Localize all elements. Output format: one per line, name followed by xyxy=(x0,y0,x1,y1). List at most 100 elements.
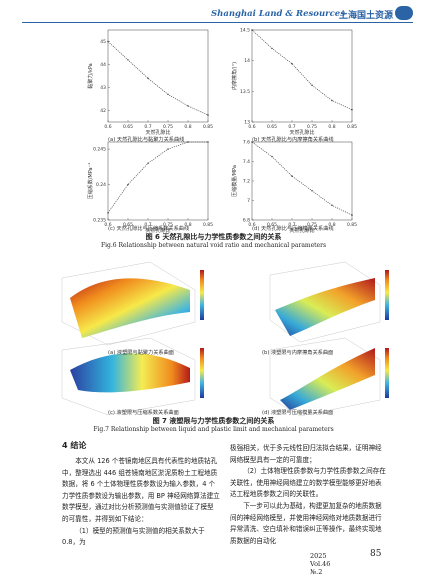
y-tick-label: 14.5 xyxy=(240,28,250,34)
data-point xyxy=(251,141,253,143)
fig7-caption-cn: 图 7 液塑限与力学性质参数之间的关系 xyxy=(152,417,275,425)
issue-info: 2025 Vol.46 №.2 xyxy=(310,552,331,576)
data-point xyxy=(167,93,169,96)
series-line xyxy=(107,141,208,214)
data-point xyxy=(207,141,209,143)
left-column: 本文从 126 个苍镜南地区具有代表性的地质钻孔中，整理选出 446 组苍镜南地… xyxy=(62,456,220,549)
x-tick-label: 0.7 xyxy=(144,124,151,130)
x-axis-label: 天然孔隙比 xyxy=(145,227,170,234)
data-point xyxy=(331,204,333,207)
data-point xyxy=(127,59,129,61)
y-axis-label: 压缩系数/MPa⁻¹ xyxy=(87,163,94,200)
fig6-b-caption: (b) 天然孔隙比与内摩擦角关系曲线 xyxy=(252,137,334,143)
data-point xyxy=(147,77,149,79)
plot-frame xyxy=(251,29,353,123)
x-tick-label: 0.65 xyxy=(123,222,133,228)
data-point xyxy=(251,29,253,31)
data-point xyxy=(187,105,189,107)
x-tick-label: 0.65 xyxy=(267,222,277,228)
x-tick-label: 0.85 xyxy=(203,222,213,228)
right-column: 极强相关，优于多元线性回归法拟合结果，证明神经网络模型具有一定的可靠度； （2）… xyxy=(230,443,388,547)
y-axis-label: 内摩擦角/(°) xyxy=(231,62,238,90)
data-point xyxy=(167,148,169,150)
y-tick-label: 14 xyxy=(244,58,250,64)
journal-logo-icon xyxy=(395,6,413,20)
series-line xyxy=(107,41,209,116)
fig6-chart-0: 0.6 0.65 0.7 0.75 0.8 0.85 42 43 44 45 天然孔隙比 黏聚力/kP… xyxy=(87,29,213,136)
section-title: 4 结论 xyxy=(62,441,87,450)
x-axis-label: 天然孔隙比 xyxy=(145,129,170,136)
series-line xyxy=(251,29,353,111)
fig7-b-surface xyxy=(269,261,389,343)
data-point xyxy=(187,141,189,143)
y-tick-label: 7.4 xyxy=(243,159,250,165)
fig7-a-surface xyxy=(61,261,204,346)
data-point xyxy=(107,212,109,214)
fig6-d-caption: (d) 天然孔隙比与压缩模量关系曲线 xyxy=(252,226,334,232)
fig7-caption: 图 7 液塑限与力学性质参数之间的关系 Fig.7 Relationship b… xyxy=(0,416,427,433)
y-tick-label: 0.235 xyxy=(93,218,106,224)
fig7-b-caption: (b) 液塑限与内摩擦角关系曲面 xyxy=(262,350,334,356)
fig6-caption-en: Fig.6 Relationship between natural void … xyxy=(100,242,327,249)
y-tick-label: 13.5 xyxy=(240,89,250,95)
fig6-a-caption: (a) 天然孔隙比与黏聚力关系曲线 xyxy=(108,137,185,143)
plot-frame xyxy=(107,29,209,123)
fig6-chart-2: 0.6 0.65 0.7 0.75 0.8 0.85 0.235 0.24 0.245 天然孔隙比… xyxy=(87,141,213,234)
y-tick-label: 6.8 xyxy=(243,218,250,224)
fig7-c-surface xyxy=(61,337,204,416)
y-tick-label: 44 xyxy=(100,62,106,68)
fig6-c-caption: (c) 天然孔隙比与压缩系数关系曲线 xyxy=(108,226,190,232)
fig7-d-caption: (d) 液塑限与压缩模量关系曲面 xyxy=(262,410,334,416)
x-tick-label: 0.8 xyxy=(328,124,335,130)
y-tick-label: 42 xyxy=(100,108,106,114)
y-tick-label: 43 xyxy=(100,85,106,91)
data-point xyxy=(311,84,313,86)
data-point xyxy=(147,162,149,164)
right-paragraph-1: 极强相关，优于多元线性回归法拟合结果，证明神经网络模型具有一定的可靠度； xyxy=(230,444,382,464)
x-tick-label: 0.6 xyxy=(248,124,255,130)
data-point xyxy=(311,190,313,192)
right-paragraph-2: （2）土体物理性质参数与力学性质参数之间存在关联性，使用神经网络建立的数学模型能… xyxy=(230,467,386,499)
x-tick-label: 0.75 xyxy=(307,124,317,130)
journal-title-en: Shanghai Land & Resources xyxy=(211,9,345,19)
data-point xyxy=(207,114,209,116)
left-paragraph-1: 本文从 126 个苍镜南地区具有代表性的地质钻孔中，整理选出 446 组苍镜南地… xyxy=(62,457,220,523)
data-point xyxy=(127,183,129,186)
data-point xyxy=(291,175,293,177)
right-paragraph-3: 下一步可以此为基础，构建更加复杂的地质数据间的神经网络模型，并使用神经网络对地质… xyxy=(230,501,382,545)
x-axis-label: 天然孔隙比 xyxy=(289,129,314,136)
x-tick-label: 0.6 xyxy=(248,222,255,228)
y-tick-label: 0.24 xyxy=(96,182,106,188)
x-tick-label: 0.85 xyxy=(347,124,357,130)
x-tick-label: 0.85 xyxy=(347,222,357,228)
y-axis-label: 压缩模量/MPa xyxy=(231,165,238,197)
fig6-chart-3: 0.6 0.65 0.7 0.75 0.8 0.85 6.8 7 7.2 7.4 7.6 天然孔隙比 压… xyxy=(231,140,357,235)
data-point xyxy=(291,63,293,65)
x-tick-label: 0.65 xyxy=(123,124,133,130)
fig7-a-caption: (a) 液塑限与黏聚力关系曲面 xyxy=(108,350,174,356)
x-tick-label: 0.8 xyxy=(184,124,191,130)
plot-frame xyxy=(107,141,209,221)
x-tick-label: 0.75 xyxy=(307,222,317,228)
figure-6: 0.6 0.65 0.7 0.75 0.8 0.85 42 43 44 45 天然孔隙比 黏聚力/kP… xyxy=(87,28,357,235)
y-tick-label: 0.245 xyxy=(93,147,106,153)
y-tick-label: 13 xyxy=(244,120,250,126)
x-axis-label: 天然孔隙比 xyxy=(289,227,314,234)
x-tick-label: 0.75 xyxy=(163,124,173,130)
series-line xyxy=(251,141,353,216)
left-paragraph-2: （1）模型的预测值与实测值的相关系数大于 0.8，为 xyxy=(62,526,205,547)
page-number: 85 xyxy=(370,549,382,559)
y-tick-label: 45 xyxy=(100,39,106,45)
journal-header: Shanghai Land & Resources 上海国土资源 xyxy=(0,0,427,26)
plot-frame xyxy=(251,141,353,221)
data-point xyxy=(351,109,353,111)
x-tick-label: 0.7 xyxy=(144,222,151,228)
figure-7 xyxy=(61,261,389,417)
x-tick-label: 0.75 xyxy=(163,222,173,228)
y-tick-label: 7 xyxy=(247,198,250,204)
fig7-d-surface xyxy=(269,337,389,417)
x-tick-label: 0.7 xyxy=(288,222,295,228)
fig6-chart-1: 0.6 0.65 0.7 0.75 0.8 0.85 13 13.5 14 14.5 天然孔隙比 内摩… xyxy=(231,28,357,137)
y-axis-label: 黏聚力/kPa xyxy=(87,63,94,88)
x-tick-label: 0.85 xyxy=(203,124,213,130)
